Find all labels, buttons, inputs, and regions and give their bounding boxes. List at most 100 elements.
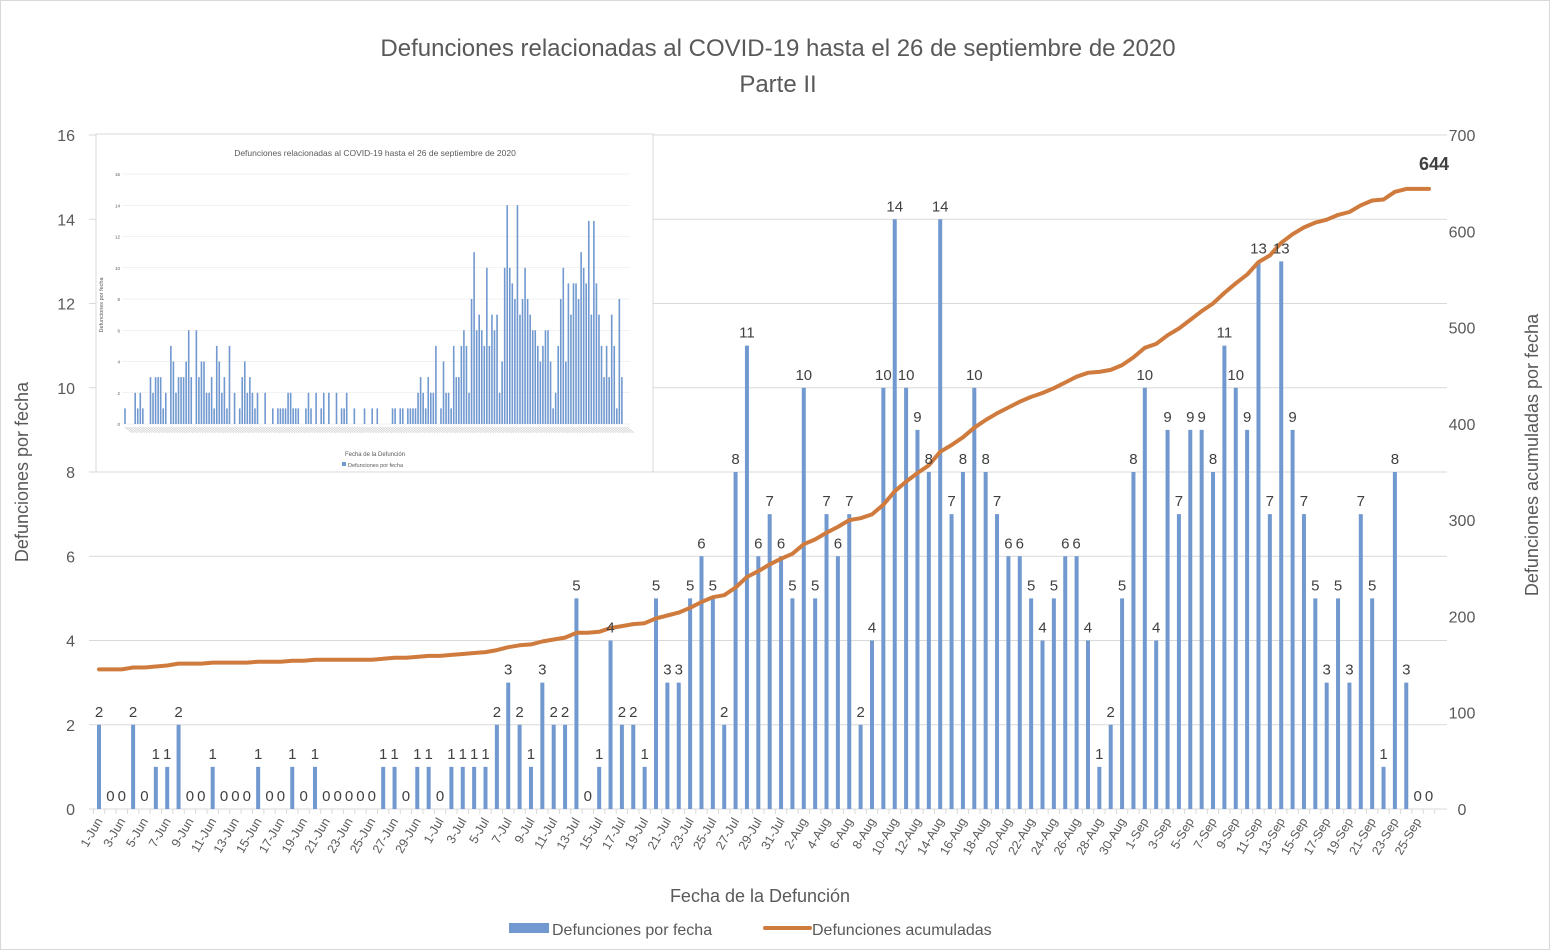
bar-data-label: 9 xyxy=(1243,409,1251,426)
inset-x-tick-label-placeholder xyxy=(545,426,553,434)
inset-bar-series xyxy=(124,205,623,424)
bar xyxy=(1097,766,1102,809)
bar xyxy=(574,598,579,809)
bar-data-label: 5 xyxy=(811,577,819,594)
bar-data-label: 1 xyxy=(413,746,421,763)
bar xyxy=(1313,598,1318,809)
bar xyxy=(1381,766,1386,809)
inset-x-tick-label-placeholder xyxy=(458,426,466,434)
inset-bar xyxy=(407,408,409,424)
inset-x-tick-label-placeholder xyxy=(270,426,278,434)
inset-bar xyxy=(544,330,547,424)
inset-bar xyxy=(282,408,284,424)
inset-bar xyxy=(215,345,218,424)
bar xyxy=(1358,514,1363,809)
inset-title: Defunciones relacionadas al COVID-19 has… xyxy=(234,148,516,158)
inset-x-tick-label-placeholder xyxy=(598,426,607,434)
inset-bar xyxy=(164,392,167,424)
bar-data-label: 0 xyxy=(334,788,342,805)
inset-x-tick-label-placeholder xyxy=(150,426,158,434)
bar xyxy=(1347,682,1352,809)
inset-x-tick-label-placeholder xyxy=(331,426,339,434)
y-tick-label-left: 10 xyxy=(57,381,75,398)
bar-data-label: 1 xyxy=(424,746,432,763)
bar-data-label: 10 xyxy=(875,367,892,384)
bar xyxy=(1279,261,1284,809)
inset-x-tick-label-placeholder xyxy=(142,426,150,434)
bar xyxy=(1017,556,1022,809)
bar-data-label: 3 xyxy=(504,662,512,679)
bar-data-label: 0 xyxy=(186,788,194,805)
bar-data-label: 13 xyxy=(1250,240,1267,257)
bar xyxy=(472,766,477,809)
bar xyxy=(665,682,670,809)
inset-bar xyxy=(187,330,190,424)
bar-data-label: 5 xyxy=(709,577,717,594)
inset-bar xyxy=(508,267,511,424)
inset-chart-image: Defunciones relacionadas al COVID-19 has… xyxy=(95,133,654,473)
bar xyxy=(563,724,568,809)
cumulative-line xyxy=(97,186,1431,672)
inset-x-tick-label-placeholder xyxy=(547,426,556,434)
inset-bar xyxy=(600,345,603,424)
inset-x-tick-label-placeholder xyxy=(489,426,497,434)
bar xyxy=(619,724,624,809)
inset-x-tick-label-placeholder xyxy=(593,426,601,434)
bar xyxy=(176,724,181,809)
bar xyxy=(1392,472,1397,809)
y-tick-label-right: 100 xyxy=(1449,706,1476,723)
y-tick-label-left: 16 xyxy=(57,128,75,145)
inset-x-tick-label-placeholder xyxy=(499,426,507,434)
inset-x-tick-label-placeholder xyxy=(206,426,214,434)
inset-bar xyxy=(177,377,180,424)
y-tick-label-right: 0 xyxy=(1458,802,1467,819)
inset-x-tick-label-placeholder xyxy=(440,426,449,434)
inset-bar xyxy=(353,408,356,424)
inset-x-tick-label-placeholder xyxy=(155,426,163,434)
bar xyxy=(494,724,499,809)
inset-y-tick-label: 14 xyxy=(115,203,121,208)
inset-bar xyxy=(363,408,366,424)
inset-bar xyxy=(483,345,486,424)
inset-bar xyxy=(159,377,162,424)
inset-x-tick-label-placeholder xyxy=(349,426,357,434)
inset-bar xyxy=(340,408,343,424)
inset-bar xyxy=(401,408,404,424)
inset-bar xyxy=(279,408,282,424)
inset-x-tick-label-placeholder xyxy=(445,426,454,434)
bar-data-label: 3 xyxy=(538,662,546,679)
bar xyxy=(983,472,988,809)
bar xyxy=(1131,472,1136,809)
inset-x-tick-label-placeholder xyxy=(127,426,135,434)
y-axis-right-ticks: 0 100 200 300 400 500 600 700 xyxy=(1449,128,1476,819)
bar-data-label: 2 xyxy=(550,704,558,721)
bar xyxy=(1142,387,1147,809)
inset-bar xyxy=(198,377,200,424)
inset-x-tick-label-placeholder xyxy=(178,426,186,434)
y-axis-left-title: Defunciones por fecha xyxy=(12,381,32,562)
y-tick-label-left: 8 xyxy=(66,465,75,482)
bar xyxy=(881,387,886,809)
bar-data-label: 1 xyxy=(152,746,160,763)
bar-data-label: 4 xyxy=(868,620,876,637)
inset-x-tick-label-placeholder xyxy=(484,426,492,434)
bar xyxy=(1120,598,1125,809)
bar xyxy=(1154,640,1159,809)
inset-x-tick-label-placeholder xyxy=(219,426,227,434)
bar xyxy=(540,682,545,809)
inset-x-tick-label-placeholder xyxy=(468,426,477,434)
inset-bar xyxy=(200,361,203,424)
inset-x-tick-label-placeholder xyxy=(491,426,500,434)
inset-x-tick-label-placeholder xyxy=(175,426,184,434)
x-tick-label: 1-Jul xyxy=(421,816,447,846)
inset-x-tick-label-placeholder xyxy=(456,426,464,434)
inset-x-tick-label-placeholder xyxy=(389,426,398,434)
inset-bar xyxy=(195,330,198,424)
bar xyxy=(1006,556,1011,809)
inset-bar xyxy=(190,377,193,424)
inset-bar xyxy=(345,392,348,424)
bar xyxy=(256,766,261,809)
inset-x-tick-label-placeholder xyxy=(226,426,235,434)
inset-x-tick-label-placeholder xyxy=(601,426,609,434)
